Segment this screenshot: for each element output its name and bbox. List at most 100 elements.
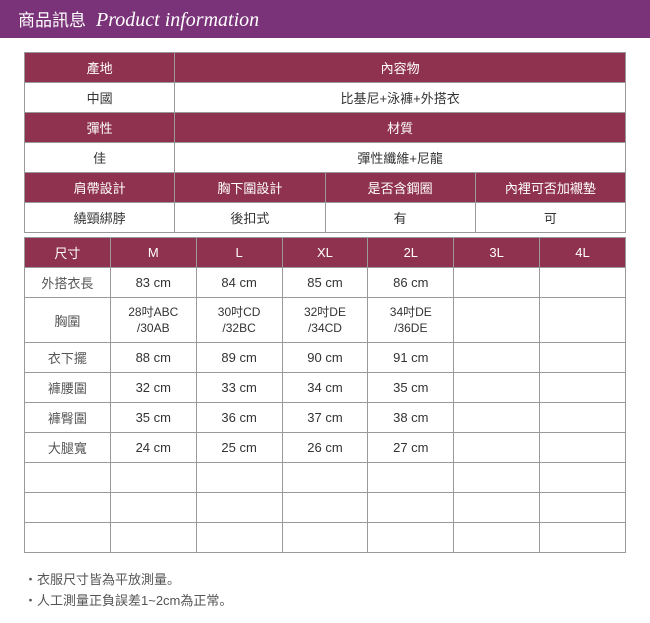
cell — [540, 403, 626, 433]
cell — [454, 433, 540, 463]
cell: 85 cm — [282, 268, 368, 298]
cell: 25 cm — [196, 433, 282, 463]
banner-title-zh: 商品訊息 — [18, 6, 86, 31]
info-v-material: 彈性纖維+尼龍 — [175, 143, 626, 173]
info-h-pad: 內裡可否加襯墊 — [475, 173, 625, 203]
size-col-4: 2L — [368, 238, 454, 268]
size-col-1: M — [110, 238, 196, 268]
table-row: 衣下擺88 cm89 cm90 cm91 cm — [25, 343, 626, 373]
cell: 32吋DE/34CD — [282, 298, 368, 343]
cell: 37 cm — [282, 403, 368, 433]
info-table: 產地 內容物 中國 比基尼+泳褲+外搭衣 彈性 材質 佳 彈性纖維+尼龍 肩帶設… — [24, 52, 626, 233]
table-row: 外搭衣長83 cm84 cm85 cm86 cm — [25, 268, 626, 298]
cell — [110, 493, 196, 523]
row-label — [25, 523, 111, 553]
cell: 90 cm — [282, 343, 368, 373]
row-label: 褲腰圍 — [25, 373, 111, 403]
row-label — [25, 463, 111, 493]
content: 產地 內容物 中國 比基尼+泳褲+外搭衣 彈性 材質 佳 彈性纖維+尼龍 肩帶設… — [0, 38, 650, 563]
cell — [540, 268, 626, 298]
cell: 30吋CD/32BC — [196, 298, 282, 343]
cell — [196, 463, 282, 493]
cell: 24 cm — [110, 433, 196, 463]
cell — [540, 433, 626, 463]
cell — [454, 343, 540, 373]
banner: 商品訊息 Product information — [0, 0, 650, 38]
table-row: 褲臀圍35 cm36 cm37 cm38 cm — [25, 403, 626, 433]
size-col-5: 3L — [454, 238, 540, 268]
info-h-underbust: 胸下圍設計 — [175, 173, 325, 203]
row-label: 褲臀圍 — [25, 403, 111, 433]
info-v-contents: 比基尼+泳褲+外搭衣 — [175, 83, 626, 113]
size-col-3: XL — [282, 238, 368, 268]
cell: 38 cm — [368, 403, 454, 433]
size-col-0: 尺寸 — [25, 238, 111, 268]
cell: 32 cm — [110, 373, 196, 403]
cell — [454, 493, 540, 523]
cell: 28吋ABC/30AB — [110, 298, 196, 343]
cell — [368, 463, 454, 493]
cell: 35 cm — [368, 373, 454, 403]
table-row — [25, 523, 626, 553]
info-h-material: 材質 — [175, 113, 626, 143]
cell — [454, 403, 540, 433]
cell — [110, 523, 196, 553]
row-label: 大腿寬 — [25, 433, 111, 463]
cell — [540, 298, 626, 343]
table-row: 大腿寬24 cm25 cm26 cm27 cm — [25, 433, 626, 463]
table-row — [25, 463, 626, 493]
cell — [196, 523, 282, 553]
cell: 89 cm — [196, 343, 282, 373]
info-h-strap: 肩帶設計 — [25, 173, 175, 203]
notes: ・衣服尺寸皆為平放測量。 ・人工測量正負誤差1~2cm為正常。 — [0, 563, 650, 623]
info-v-origin: 中國 — [25, 83, 175, 113]
cell — [282, 493, 368, 523]
cell — [540, 463, 626, 493]
cell: 83 cm — [110, 268, 196, 298]
info-v-pad: 可 — [475, 203, 625, 233]
info-v-elastic: 佳 — [25, 143, 175, 173]
row-label: 胸圍 — [25, 298, 111, 343]
cell — [196, 493, 282, 523]
cell — [110, 463, 196, 493]
info-h-origin: 產地 — [25, 53, 175, 83]
table-row: 胸圍28吋ABC/30AB30吋CD/32BC32吋DE/34CD34吋DE/3… — [25, 298, 626, 343]
cell: 88 cm — [110, 343, 196, 373]
info-h-contents: 內容物 — [175, 53, 626, 83]
table-row: 褲腰圍32 cm33 cm34 cm35 cm — [25, 373, 626, 403]
cell — [368, 493, 454, 523]
size-col-6: 4L — [540, 238, 626, 268]
note-1: ・衣服尺寸皆為平放測量。 — [24, 569, 626, 588]
cell: 34吋DE/36DE — [368, 298, 454, 343]
cell: 27 cm — [368, 433, 454, 463]
cell: 26 cm — [282, 433, 368, 463]
info-v-wire: 有 — [325, 203, 475, 233]
cell: 36 cm — [196, 403, 282, 433]
cell — [454, 523, 540, 553]
cell — [540, 343, 626, 373]
table-row — [25, 493, 626, 523]
cell — [454, 373, 540, 403]
row-label: 外搭衣長 — [25, 268, 111, 298]
cell — [454, 268, 540, 298]
note-2: ・人工測量正負誤差1~2cm為正常。 — [24, 590, 626, 609]
cell — [282, 463, 368, 493]
cell: 34 cm — [282, 373, 368, 403]
info-h-elastic: 彈性 — [25, 113, 175, 143]
cell — [368, 523, 454, 553]
info-v-strap: 繞頸綁脖 — [25, 203, 175, 233]
row-label — [25, 493, 111, 523]
size-table: 尺寸MLXL2L3L4L 外搭衣長83 cm84 cm85 cm86 cm胸圍2… — [24, 237, 626, 553]
cell — [540, 373, 626, 403]
info-v-underbust: 後扣式 — [175, 203, 325, 233]
cell: 35 cm — [110, 403, 196, 433]
cell: 33 cm — [196, 373, 282, 403]
row-label: 衣下擺 — [25, 343, 111, 373]
cell: 84 cm — [196, 268, 282, 298]
size-col-2: L — [196, 238, 282, 268]
cell — [282, 523, 368, 553]
banner-title-en: Product information — [96, 9, 259, 32]
size-header-row: 尺寸MLXL2L3L4L — [25, 238, 626, 268]
cell — [454, 298, 540, 343]
cell — [540, 523, 626, 553]
